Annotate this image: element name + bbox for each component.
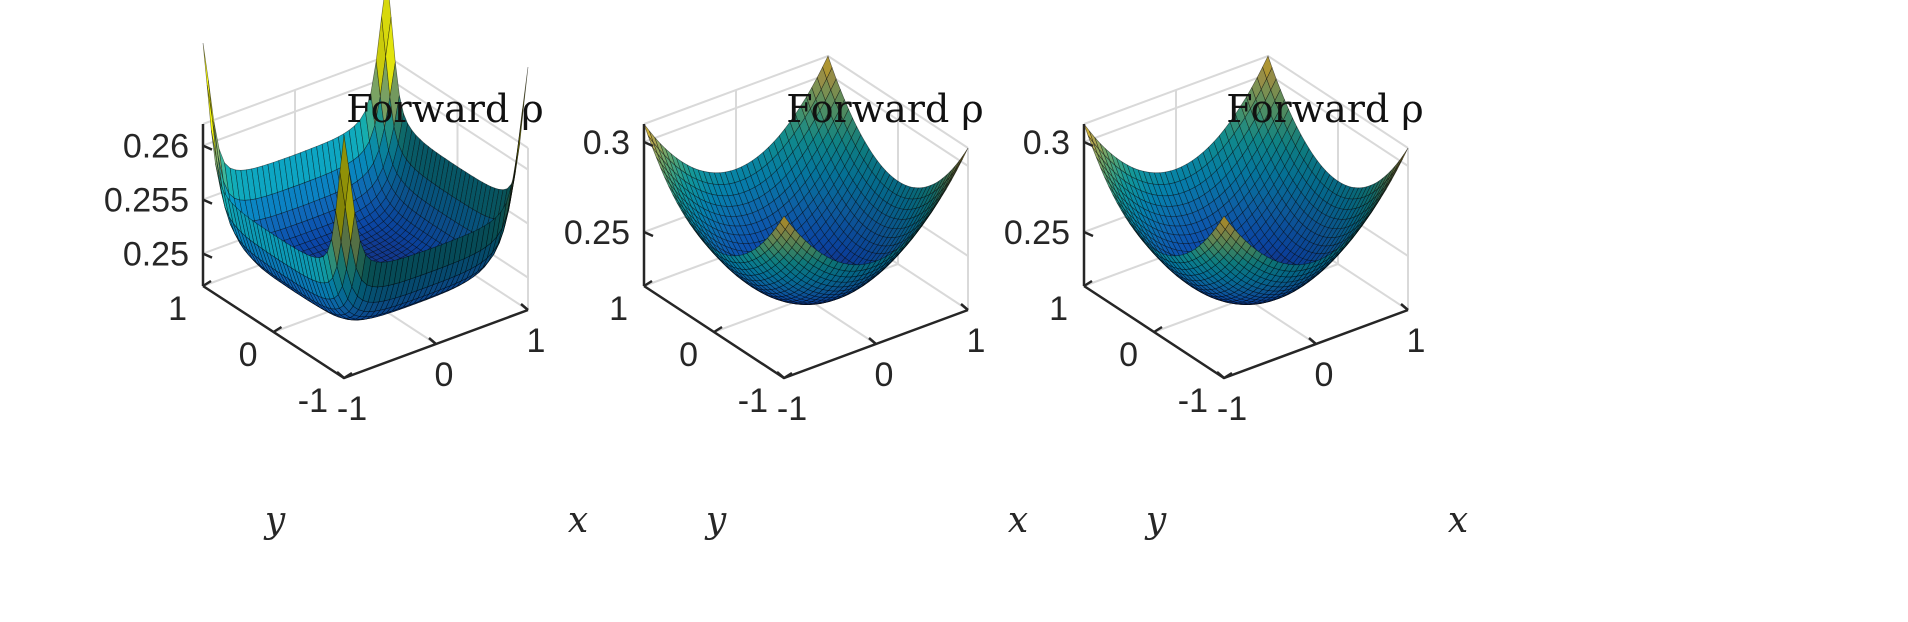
y-tick-label: 1: [609, 290, 628, 328]
y-tick-mark: [643, 279, 653, 288]
chart-title: Forward ρ: [786, 87, 983, 131]
z-tick-label: 0.3: [1023, 124, 1070, 162]
x-tick-mark: [520, 303, 529, 311]
y-tick-mark: [343, 371, 353, 380]
y-tick-label: -1: [1178, 382, 1208, 420]
x-tick-label: 0: [435, 356, 454, 394]
y-tick-mark: [713, 325, 723, 334]
x-tick-label: 1: [967, 322, 986, 360]
z-tick-label: 0.25: [123, 236, 189, 274]
x-axis-label: x: [1008, 500, 1028, 541]
x-tick-label: -1: [777, 390, 807, 428]
chart-title: Forward ρ: [346, 87, 543, 131]
chart-title: Forward ρ: [1226, 87, 1423, 131]
z-tick-mark: [202, 198, 213, 205]
x-tick-label: 1: [1407, 322, 1426, 360]
y-tick-label: 0: [239, 336, 258, 374]
z-tick-label: 0.255: [104, 182, 189, 220]
x-tick-mark: [336, 371, 345, 379]
z-tick-mark: [1083, 230, 1094, 238]
x-axis-label: x: [568, 500, 588, 541]
x-tick-label: 0: [1315, 356, 1334, 394]
x-tick-mark: [960, 303, 969, 311]
z-tick-label: 0.26: [123, 128, 189, 166]
surface-plot-2: 0.25 0.3 -1 0 1 -1 0 1 y x Forward ρ: [564, 54, 1028, 541]
y-tick-mark: [202, 279, 212, 288]
x-tick-label: 0: [875, 356, 894, 394]
surface-mesh: [1083, 55, 1409, 306]
z-tick-mark: [202, 252, 213, 259]
y-tick-mark: [272, 325, 283, 334]
y-axis-label: y: [704, 500, 727, 541]
y-tick-label: -1: [298, 382, 328, 420]
x-tick-mark: [868, 337, 877, 345]
z-tick-mark: [643, 140, 654, 148]
z-tick-mark: [643, 230, 654, 238]
x-tick-label: 1: [527, 322, 546, 360]
surface-mesh: [643, 55, 969, 306]
z-tick-label: 0.25: [1004, 214, 1070, 252]
y-tick-label: 1: [168, 290, 187, 328]
y-tick-label: 0: [679, 336, 698, 374]
z-tick-label: 0.3: [583, 124, 630, 162]
y-axis-label: y: [263, 500, 286, 541]
surface-cell: [958, 147, 969, 166]
z-tick-mark: [202, 144, 213, 151]
surface-plot-1: 0.25 0.255 0.26 -1 0 1 -1 0 1 y x Forward ρ: [104, 0, 588, 541]
surface-mesh: [202, 0, 529, 321]
y-tick-label: 1: [1049, 290, 1068, 328]
y-tick-label: 0: [1119, 336, 1138, 374]
y-tick-label: -1: [738, 382, 768, 420]
surface-cell: [518, 66, 529, 144]
z-tick-label: 0.25: [564, 214, 630, 252]
y-axis-label: y: [1144, 500, 1167, 541]
x-axis-label: x: [1448, 500, 1468, 541]
x-tick-mark: [776, 371, 785, 379]
x-tick-label: -1: [1217, 390, 1247, 428]
x-tick-label: -1: [337, 390, 367, 428]
x-tick-mark: [428, 337, 437, 345]
surface-plot-3: 0.25 0.3 -1 0 1 -1 0 1 y x Forward ρ: [1004, 54, 1468, 541]
y-tick-mark: [783, 371, 793, 380]
